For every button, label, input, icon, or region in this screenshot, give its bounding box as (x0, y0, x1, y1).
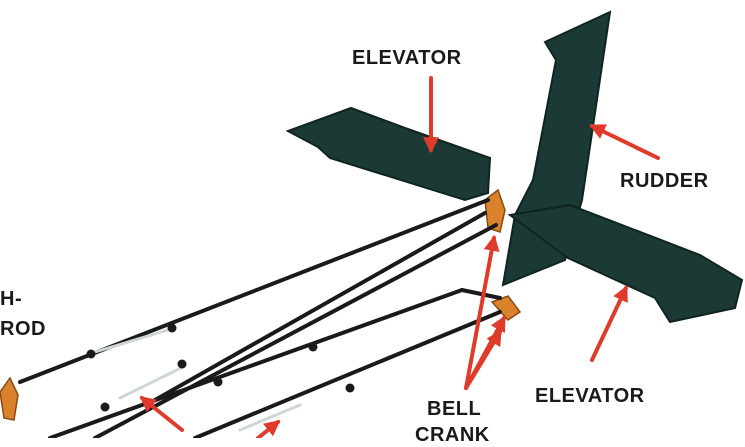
rod-joints (86, 323, 355, 412)
upper-elevator-surface (285, 106, 492, 202)
label-elevator-top: ELEVATOR (352, 47, 462, 69)
callout-arrows (139, 76, 660, 438)
arrow-bell-crank-upper (464, 234, 500, 390)
label-crank: CRANK (415, 424, 490, 446)
arrow-rudder (589, 124, 660, 160)
label-push-rod-line1: H- (0, 288, 23, 310)
arrow-push-rod-b (256, 420, 281, 438)
lower-elevator-surface (507, 203, 744, 324)
arrow-elevator-bottom (590, 285, 628, 362)
label-elevator-bottom: ELEVATOR (535, 385, 645, 407)
label-push-rod-line2: ROD (0, 318, 46, 340)
control-rods (18, 198, 502, 438)
arrow-bell-crank-lower-b (464, 329, 502, 390)
label-rudder: RUDDER (620, 170, 709, 192)
label-bell: BELL (427, 398, 482, 420)
arrow-push-rod-a (139, 396, 184, 432)
lower-bell-crank (490, 295, 522, 321)
push-rod-highlights (93, 328, 302, 432)
left-edge-crank (0, 376, 19, 421)
tail-control-diagram (0, 10, 744, 438)
upper-bell-crank (484, 188, 506, 233)
